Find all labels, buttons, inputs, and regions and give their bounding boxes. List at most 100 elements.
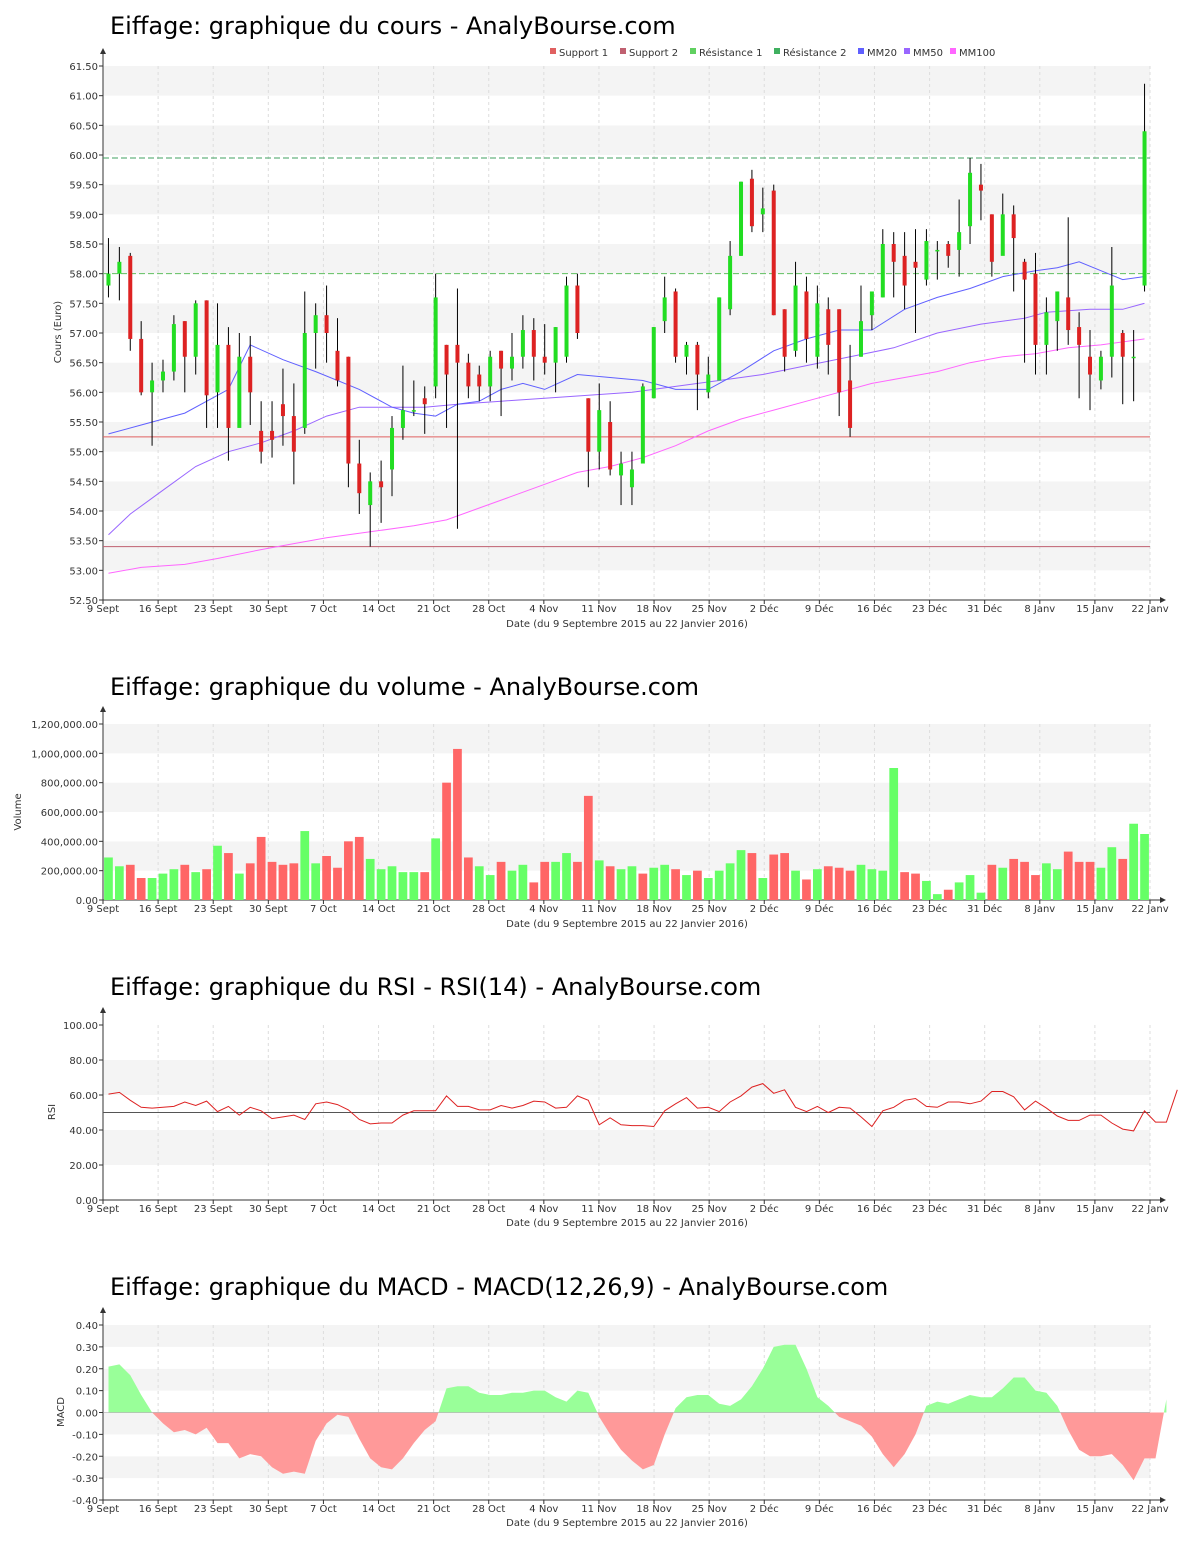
volume-ytick-label: 200,000.00 [41, 867, 98, 878]
candle-body [1033, 273, 1038, 345]
volume-xtick-label: 16 Déc [857, 903, 892, 915]
volume-xtick-label: 22 Janv [1131, 904, 1168, 915]
volume-bar [1085, 861, 1095, 900]
volume-bar [594, 860, 604, 900]
price-ytick-label: 59.50 [69, 181, 98, 192]
candle-body [1109, 285, 1114, 357]
macd-chart-title: Eiffage: graphique du MACD - MACD(12,26,… [110, 1273, 888, 1301]
volume-bar [420, 872, 430, 900]
price-xtick-label: 30 Sept [249, 604, 288, 615]
volume-x-arrow [1160, 897, 1166, 903]
candle-body [488, 356, 493, 387]
volume-plot-area: 9 Sept 16 Sept 23 Sept 30 Sept 7 Oct 14 Oct 21… [31, 706, 1169, 915]
rsi-ytick-label: 0.00 [76, 1196, 98, 1207]
macd-positive-area [1163, 1399, 1167, 1413]
macd-ytick-label: 0.30 [76, 1343, 98, 1354]
volume-bar [943, 889, 953, 900]
price-band [103, 214, 1150, 244]
price-xtick-label: 18 Nov [636, 604, 672, 615]
price-xtick-label: 9 Déc [805, 603, 834, 615]
macd-xtick-label: 18 Nov [636, 1504, 672, 1515]
macd-xtick-label: 16 Sept [139, 1504, 178, 1515]
candle-body [313, 315, 318, 333]
candle-body [1011, 214, 1016, 239]
rsi-ytick-label: 80.00 [69, 1056, 98, 1067]
candle-body [160, 371, 165, 381]
volume-bar [998, 867, 1008, 900]
volume-bar [725, 863, 735, 900]
volume-bar [714, 870, 724, 900]
candle-body [662, 297, 667, 322]
rsi-xtick-label: 4 Nov [529, 1204, 558, 1215]
volume-bar [823, 866, 833, 900]
price-ytick-label: 57.50 [69, 299, 98, 310]
candle-body [1022, 261, 1027, 280]
legend-label: Support 1 [559, 48, 608, 59]
candle-body [411, 410, 416, 412]
price-xtick-label: 28 Oct [472, 604, 505, 615]
macd-chart: Eiffage: graphique du MACD - MACD(12,26,… [56, 1273, 1169, 1529]
price-xtick-label: 23 Sept [194, 604, 233, 615]
volume-bar [867, 869, 877, 900]
macd-xtick-label: 8 Janv [1024, 1504, 1055, 1515]
volume-bar [562, 853, 571, 900]
candle-body [848, 380, 853, 428]
rsi-plot-area: 9 Sept 16 Sept 23 Sept 30 Sept 7 Oct 14 Oct 21… [63, 1007, 1178, 1215]
legend-label: Support 2 [629, 48, 678, 59]
rsi-xtick-label: 28 Oct [472, 1204, 505, 1215]
mm50-line [108, 302, 1145, 536]
rsi-chart: Eiffage: graphique du RSI - RSI(14) - An… [47, 973, 1178, 1229]
volume-bar [474, 866, 484, 900]
candle-body [629, 469, 634, 488]
candle-body [608, 422, 613, 470]
macd-xtick-label: 28 Oct [472, 1504, 505, 1515]
candle-body [171, 324, 176, 372]
rsi-xtick-label: 30 Sept [249, 1204, 288, 1215]
price-xtick-label: 23 Déc [912, 603, 947, 615]
volume-xtick-label: 4 Nov [529, 904, 558, 915]
macd-positive-area [923, 1377, 1061, 1413]
volume-band [103, 753, 1150, 783]
price-ytick-label: 52.50 [69, 596, 98, 607]
volume-xtick-label: 15 Janv [1076, 904, 1113, 915]
price-ytick-label: 61.50 [69, 62, 98, 73]
macd-positive-area [108, 1364, 153, 1413]
volume-bar [289, 863, 299, 900]
macd-xtick-label: 4 Nov [529, 1504, 558, 1515]
price-xtick-label: 4 Nov [529, 604, 558, 615]
candle-body [193, 303, 198, 357]
candle-body [291, 416, 296, 452]
macd-xtick-label: 16 Déc [857, 1503, 892, 1515]
volume-ytick-label: 600,000.00 [41, 808, 98, 819]
price-band [103, 392, 1150, 422]
price-band [103, 451, 1150, 482]
macd-ytick-label: 0.10 [76, 1387, 98, 1398]
macd-band [103, 1346, 1150, 1369]
candle-body [520, 330, 525, 357]
volume-xtick-label: 16 Sept [139, 904, 178, 915]
rsi-xtick-label: 22 Janv [1131, 1204, 1168, 1215]
price-xtick-label: 16 Déc [857, 603, 892, 615]
volume-bar [736, 850, 746, 900]
candle-body [597, 410, 602, 452]
macd-ytick-label: -0.10 [72, 1430, 98, 1441]
candle-body [302, 333, 307, 428]
macd-positive-area [673, 1344, 835, 1413]
candle-body [782, 309, 787, 357]
volume-bar [802, 879, 811, 900]
candle-body [869, 291, 874, 316]
volume-bar [344, 841, 353, 900]
price-ytick-label: 60.50 [69, 121, 98, 132]
price-xtick-label: 9 Sept [87, 604, 119, 615]
candle-body [368, 481, 373, 506]
macd-xlabel: Date (du 9 Septembre 2015 au 22 Janvier … [506, 1518, 748, 1529]
candle-body [804, 291, 809, 339]
candle-body [924, 241, 929, 280]
volume-bar [114, 866, 124, 900]
price-band [103, 184, 1150, 215]
price-band [103, 481, 1150, 511]
candle-body [760, 208, 765, 215]
rsi-xtick-label: 11 Nov [581, 1204, 617, 1215]
price-xtick-label: 31 Déc [967, 603, 1002, 615]
macd-xtick-label: 15 Janv [1076, 1504, 1113, 1515]
